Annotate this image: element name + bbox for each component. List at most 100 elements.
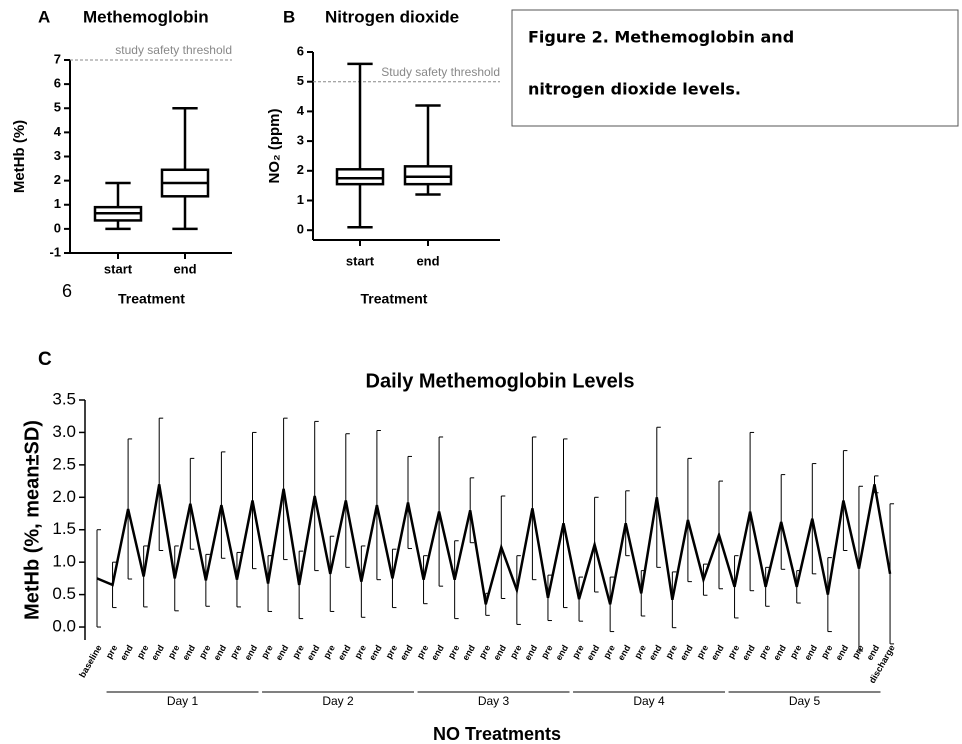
x-tick-label: pre bbox=[726, 643, 742, 660]
x-tick-label: start bbox=[346, 253, 375, 268]
y-tick-label: 0 bbox=[54, 220, 61, 235]
panel-label: C bbox=[38, 349, 52, 370]
x-axis-label: Treatment bbox=[118, 291, 185, 307]
group-label: Day 4 bbox=[633, 694, 665, 708]
x-tick-label: end bbox=[709, 643, 726, 662]
x-axis-label: NO Treatments bbox=[433, 724, 561, 744]
x-axis-label: Treatment bbox=[361, 291, 428, 307]
x-tick-label: end bbox=[460, 643, 477, 662]
x-tick-label: end bbox=[554, 643, 571, 662]
caption-line: Figure 2. Methemoglobin and bbox=[528, 28, 794, 47]
x-tick-label: end bbox=[416, 253, 439, 268]
x-tick-label: pre bbox=[352, 643, 368, 660]
x-tick-label: pre bbox=[788, 643, 804, 660]
x-tick-label: end bbox=[398, 643, 415, 662]
x-tick-label: pre bbox=[104, 643, 120, 660]
x-tick-label: pre bbox=[290, 643, 306, 660]
y-axis-label: MetHb (%, mean±SD) bbox=[21, 420, 43, 620]
x-tick-label: end bbox=[305, 643, 322, 662]
x-tick-label: pre bbox=[695, 643, 711, 660]
chart-title: Methemoglobin bbox=[83, 7, 209, 26]
x-tick-label: end bbox=[429, 643, 446, 662]
y-tick-label: 2.5 bbox=[52, 454, 76, 473]
x-tick-label: baseline bbox=[77, 643, 104, 679]
x-tick-label: pre bbox=[228, 643, 244, 660]
x-tick-label: pre bbox=[632, 643, 648, 660]
x-tick-label: end bbox=[523, 643, 540, 662]
y-tick-label: 4 bbox=[54, 124, 62, 139]
x-tick-label: pre bbox=[446, 643, 462, 660]
x-tick-label: end bbox=[243, 643, 260, 662]
y-tick-label: 2 bbox=[297, 162, 304, 177]
group-label: Day 2 bbox=[322, 694, 354, 708]
x-tick-label: end bbox=[771, 643, 788, 662]
x-tick-label: pre bbox=[757, 643, 773, 660]
x-tick-label: end bbox=[118, 643, 135, 662]
x-tick-label: end bbox=[647, 643, 664, 662]
y-tick-label: 1 bbox=[54, 196, 61, 211]
x-tick-label: pre bbox=[477, 643, 493, 660]
y-tick-label: 3.5 bbox=[52, 389, 76, 408]
x-tick-label: end bbox=[740, 643, 757, 662]
group-label: Day 1 bbox=[167, 694, 199, 708]
x-tick-label: start bbox=[104, 261, 133, 276]
x-tick-label: end bbox=[585, 643, 602, 662]
x-tick-label: end bbox=[173, 261, 196, 276]
y-tick-label: 4 bbox=[297, 103, 305, 118]
x-tick-label: pre bbox=[135, 643, 151, 660]
y-tick-label: 3 bbox=[297, 133, 304, 148]
y-tick-label: 0.5 bbox=[52, 584, 76, 603]
x-tick-label: pre bbox=[570, 643, 586, 660]
box bbox=[403, 165, 453, 186]
x-tick-label: pre bbox=[508, 643, 524, 660]
y-tick-label: 2 bbox=[54, 172, 61, 187]
y-tick-label: 1.5 bbox=[52, 519, 76, 538]
panel-label: A bbox=[38, 7, 50, 26]
y-tick-label: 5 bbox=[54, 100, 61, 115]
x-tick-label: end bbox=[336, 643, 353, 662]
x-tick-label: pre bbox=[384, 643, 400, 660]
x-tick-label: end bbox=[212, 643, 229, 662]
x-tick-label: pre bbox=[663, 643, 679, 660]
y-tick-label: -1 bbox=[49, 244, 61, 259]
y-tick-label: 3.0 bbox=[52, 422, 76, 441]
page-number: 6 bbox=[62, 281, 72, 301]
x-tick-label: end bbox=[180, 643, 197, 662]
x-tick-label: pre bbox=[259, 643, 275, 660]
chart-title: Daily Methemoglobin Levels bbox=[366, 370, 635, 392]
x-tick-label: pre bbox=[819, 643, 835, 660]
y-tick-label: 1 bbox=[297, 192, 304, 207]
caption-box bbox=[511, 9, 959, 127]
caption-line: nitrogen dioxide levels. bbox=[528, 80, 741, 99]
x-tick-label: pre bbox=[415, 643, 431, 660]
x-tick-label: end bbox=[274, 643, 291, 662]
panel-label: B bbox=[283, 7, 295, 26]
y-tick-label: 3 bbox=[54, 148, 61, 163]
x-tick-label: end bbox=[802, 643, 819, 662]
x-tick-label: end bbox=[149, 643, 166, 662]
group-label: Day 5 bbox=[789, 694, 821, 708]
x-tick-label: end bbox=[678, 643, 695, 662]
y-axis-label: NO₂ (ppm) bbox=[266, 109, 283, 184]
x-tick-label: pre bbox=[539, 643, 555, 660]
x-tick-label: pre bbox=[197, 643, 213, 660]
y-tick-label: 6 bbox=[54, 76, 61, 91]
y-tick-label: 5 bbox=[297, 73, 304, 88]
y-tick-label: 7 bbox=[54, 51, 61, 66]
y-tick-label: 0.0 bbox=[52, 617, 76, 636]
threshold-label: study safety threshold bbox=[115, 43, 232, 57]
y-tick-label: 0 bbox=[297, 222, 304, 237]
mean-line bbox=[96, 484, 892, 605]
y-tick-label: 6 bbox=[297, 43, 304, 58]
x-tick-label: pre bbox=[601, 643, 617, 660]
x-tick-label: end bbox=[491, 643, 508, 662]
y-tick-label: 2.0 bbox=[52, 487, 76, 506]
x-tick-label: end bbox=[616, 643, 633, 662]
group-label: Day 3 bbox=[478, 694, 510, 708]
box bbox=[335, 168, 385, 186]
chart-title: Nitrogen dioxide bbox=[325, 7, 459, 26]
y-axis-label: MetHb (%) bbox=[11, 120, 28, 193]
x-tick-label: pre bbox=[321, 643, 337, 660]
y-tick-label: 1.0 bbox=[52, 552, 76, 571]
